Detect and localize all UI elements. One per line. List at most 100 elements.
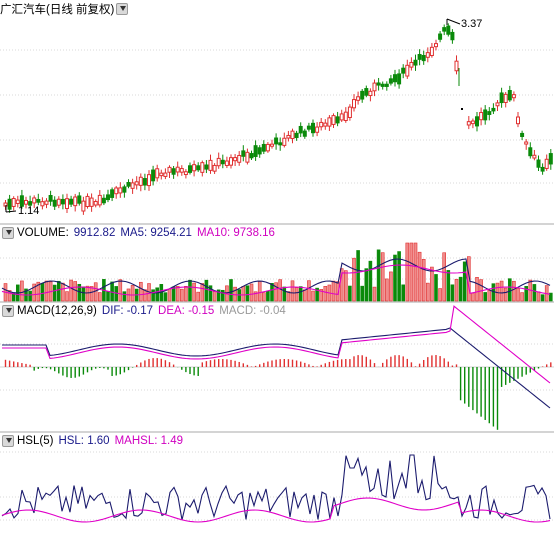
candle-body — [536, 159, 541, 168]
volume-bar — [294, 287, 299, 302]
candle-body — [155, 168, 160, 179]
candle-body — [32, 197, 37, 204]
price-annotations — [5, 18, 463, 213]
macd-dif: DIF: -0.17 — [101, 305, 154, 317]
chevron-down-icon[interactable] — [2, 435, 14, 447]
candle-body — [11, 198, 16, 207]
candle-body — [323, 122, 328, 127]
candle-body — [290, 130, 295, 140]
candle-body — [73, 196, 78, 207]
volume-bar — [44, 280, 49, 302]
candle-body — [237, 155, 242, 163]
volume-ma10-line — [1, 264, 551, 296]
candle-body — [315, 126, 320, 133]
candle-body — [475, 116, 479, 127]
candle-body — [470, 120, 475, 125]
volume-bar — [405, 242, 410, 302]
candle-body — [520, 132, 525, 137]
candle-body — [491, 107, 496, 112]
candle-body — [294, 132, 299, 139]
volume-bar — [483, 292, 488, 302]
candle-body — [503, 93, 508, 103]
volume-bar — [65, 291, 69, 302]
low-arrow — [5, 205, 17, 213]
candle-body — [384, 83, 389, 87]
volume-bar — [540, 294, 545, 302]
volume-bar — [409, 242, 414, 302]
candle-body — [229, 157, 233, 166]
candle-body — [302, 130, 307, 137]
candle-body — [89, 197, 94, 207]
volume-bar — [56, 280, 61, 302]
candle-body — [360, 90, 365, 100]
volume-bar — [520, 292, 524, 302]
candle-body — [429, 46, 434, 57]
candle-body — [548, 153, 553, 165]
volume-ma10: MA10: 9738.16 — [196, 227, 275, 239]
volume-bar — [471, 292, 475, 302]
volume-bar — [118, 279, 123, 302]
candle-body — [106, 194, 110, 201]
candle-body — [167, 166, 172, 173]
volume-bar — [151, 289, 155, 302]
candle-body — [487, 111, 492, 115]
volume-bar — [216, 289, 221, 302]
candle-body — [85, 195, 90, 207]
chevron-down-icon[interactable] — [116, 3, 129, 15]
volume-bar — [184, 286, 188, 302]
volume-bar — [462, 261, 467, 302]
candle-body — [516, 116, 520, 125]
candle-body — [163, 172, 168, 177]
volume-bar — [274, 282, 278, 302]
volume-bar — [261, 292, 266, 302]
candle-body — [438, 33, 443, 40]
candle-body — [364, 88, 369, 96]
volume-bar — [401, 284, 406, 302]
volume-bar — [286, 291, 291, 302]
candle-body — [77, 195, 82, 204]
candle-body — [224, 160, 229, 167]
volume-bar — [143, 289, 147, 302]
volume-bar — [384, 278, 389, 302]
candle-body — [134, 181, 139, 186]
volume-bar — [364, 268, 369, 302]
low-price-label: 1.14 — [18, 205, 40, 217]
gap-dot — [461, 108, 463, 110]
volume-bar — [454, 278, 459, 302]
volume-bar — [40, 283, 45, 302]
volume-bar — [52, 284, 57, 302]
volume-bar — [28, 290, 32, 302]
candle-body — [233, 157, 238, 162]
volume-bar — [61, 282, 65, 302]
candle-body — [335, 116, 340, 124]
candle-body — [253, 145, 258, 157]
candle-body — [56, 198, 61, 206]
volume-bar — [167, 288, 172, 302]
volume-bar — [245, 285, 250, 302]
volume-bar — [196, 291, 200, 302]
candle-body — [159, 172, 164, 177]
candle-body — [483, 109, 488, 121]
candle-body — [24, 199, 28, 205]
hsl-value: HSL: 1.60 — [58, 435, 110, 447]
candle-body — [114, 187, 119, 195]
volume-bar — [393, 254, 397, 302]
macd-dif-line — [2, 327, 551, 409]
volume-bar — [89, 286, 94, 302]
volume-bar — [360, 285, 365, 302]
candle-body — [446, 25, 451, 35]
candle-body — [413, 59, 418, 66]
candle-body — [393, 74, 397, 83]
volume-bar — [376, 249, 381, 302]
volume-bar — [180, 288, 184, 302]
candle-body — [151, 169, 156, 182]
volume-bar — [192, 282, 196, 302]
volume-bar — [290, 280, 295, 302]
volume-bar — [356, 250, 360, 302]
candle-body — [434, 43, 438, 48]
hsl-line — [1, 454, 551, 521]
volume-bar — [122, 291, 127, 302]
chevron-down-icon[interactable] — [2, 305, 14, 317]
macd-dea-line — [2, 305, 551, 384]
chevron-down-icon[interactable] — [2, 227, 14, 239]
